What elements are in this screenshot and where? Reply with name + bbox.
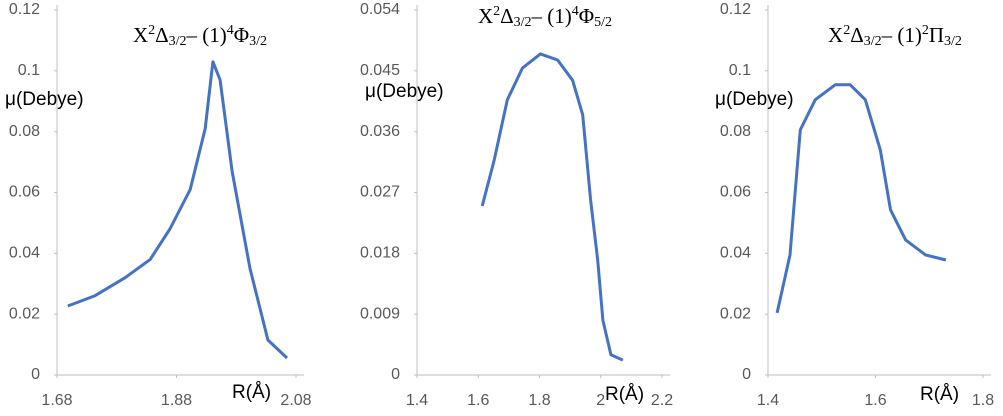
title-part: 4 — [227, 23, 234, 38]
y-axis-label: μ(Debye) — [715, 89, 794, 110]
title-part: X — [478, 4, 493, 28]
y-tick-label: 0.027 — [360, 184, 400, 201]
title-part: 4 — [572, 4, 579, 19]
y-tick-label: 0.04 — [720, 245, 751, 262]
line-series — [67, 60, 289, 360]
title-part: 2 — [493, 4, 500, 19]
title-part: X — [828, 23, 843, 47]
title-part: 3/2 — [249, 34, 267, 49]
x-axis-label: R(Å) — [232, 382, 271, 403]
x-axis-label: R(Å) — [920, 384, 959, 405]
title-part: – (1) — [186, 23, 227, 47]
y-tick-label: 0.12 — [9, 1, 40, 18]
y-tick-label: 0.1 — [729, 62, 751, 79]
y-tick-label: 0.054 — [360, 1, 400, 18]
y-tick-label: 0.009 — [360, 305, 400, 322]
title-part: 2 — [922, 23, 929, 38]
y-tick-label: 0.018 — [360, 245, 400, 262]
chart-title: X2Δ3/2– (1)2Π3/2 — [828, 23, 962, 49]
y-tick-label: 0.04 — [9, 245, 40, 262]
y-tick-label: 0.06 — [9, 184, 40, 201]
y-tick-label: 0.045 — [360, 62, 400, 79]
x-tick-label: 1.4 — [757, 392, 779, 409]
title-part: Φ — [234, 23, 249, 47]
title-part: – (1) — [531, 4, 572, 28]
y-tick-label: 0.1 — [18, 62, 40, 79]
line-series — [775, 83, 947, 314]
title-part: Δ — [155, 23, 169, 47]
y-tick-label: 0.06 — [720, 184, 751, 201]
y-tick-label: 0 — [742, 366, 751, 383]
x-tick-label: 1.88 — [161, 392, 192, 409]
title-part: Π — [929, 23, 944, 47]
line-series — [480, 52, 624, 362]
x-tick-label: 1.8 — [972, 392, 994, 409]
title-part: 3/2 — [169, 34, 187, 49]
x-tick-label: 1.6 — [864, 392, 886, 409]
title-part: 3/2 — [944, 34, 962, 49]
y-tick-label: 0 — [391, 366, 400, 383]
title-part: 3/2 — [514, 15, 532, 30]
title-part: 2 — [148, 23, 155, 38]
chart-title: X2Δ3/2– (1)4Φ5/2 — [478, 4, 612, 30]
title-part: 2 — [843, 23, 850, 38]
x-tick-label: 1.8 — [528, 392, 550, 409]
y-tick-label: 0.036 — [360, 123, 400, 140]
title-part: X — [133, 23, 148, 47]
title-part: Δ — [500, 4, 514, 28]
x-tick-label: 2.08 — [280, 392, 311, 409]
y-tick-label: 0.02 — [720, 305, 751, 322]
title-part: 3/2 — [864, 34, 882, 49]
x-tick-label: 2 — [596, 392, 605, 409]
x-axis-label: R(Å) — [605, 384, 644, 405]
y-tick-label: 0.08 — [720, 123, 751, 140]
x-tick-label: 1.68 — [41, 392, 72, 409]
title-part: 5/2 — [594, 15, 612, 30]
y-tick-label: 0 — [31, 366, 40, 383]
title-part: – (1) — [881, 23, 922, 47]
x-tick-label: 2.2 — [651, 392, 673, 409]
x-tick-label: 1.4 — [406, 392, 428, 409]
y-axis-label: μ(Debye) — [5, 89, 84, 110]
chart-title: X2Δ3/2– (1)4Φ3/2 — [133, 23, 267, 49]
y-tick-label: 0.12 — [720, 1, 751, 18]
y-tick-label: 0.02 — [9, 305, 40, 322]
title-part: Φ — [579, 4, 594, 28]
x-tick-label: 1.6 — [467, 392, 489, 409]
y-tick-label: 0.08 — [9, 123, 40, 140]
title-part: Δ — [850, 23, 864, 47]
y-axis-label: μ(Debye) — [365, 81, 444, 102]
